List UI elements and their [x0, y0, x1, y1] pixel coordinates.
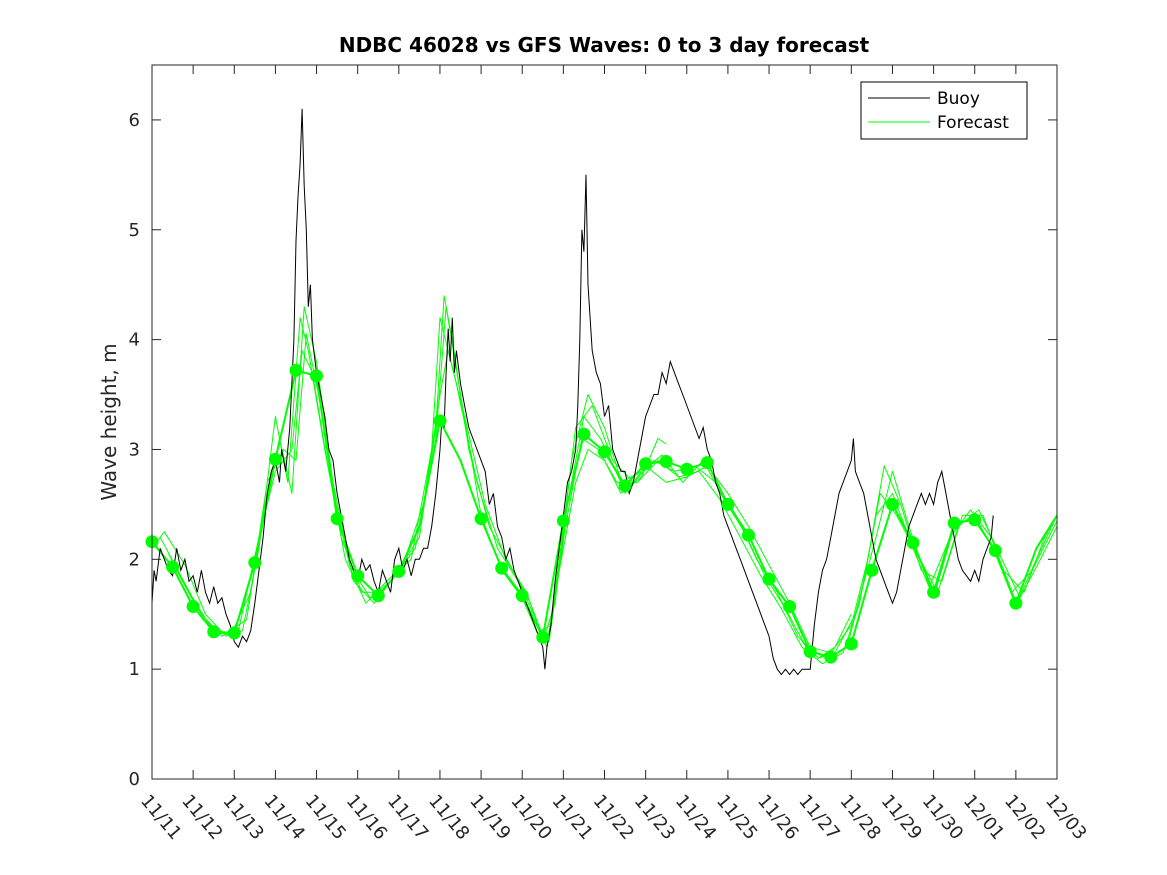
x-tick-label: 11/18 — [424, 791, 473, 844]
forecast-marker-8 — [310, 369, 323, 383]
plot-area — [152, 65, 1057, 779]
x-tick-label: 11/22 — [589, 791, 638, 844]
forecast-marker-33 — [865, 563, 879, 577]
forecast-marker-14 — [474, 512, 488, 526]
forecast-marker-35 — [906, 536, 920, 550]
forecast-marker-37 — [947, 516, 961, 530]
x-tick-label: 11/28 — [835, 791, 884, 844]
forecast-marker-6 — [268, 452, 282, 466]
legend: Buoy Forecast — [860, 81, 1028, 140]
forecast-marker-16 — [515, 589, 529, 603]
x-tick-label: 12/01 — [959, 791, 1008, 844]
forecast-marker-26 — [721, 497, 735, 511]
x-tick-label: 11/29 — [877, 791, 926, 844]
buoy-line — [151, 108, 994, 676]
x-tick-label: 11/17 — [383, 791, 432, 844]
y-tick-label: 4 — [129, 330, 140, 351]
forecast-marker-10 — [351, 569, 365, 583]
forecast-marker-19 — [577, 427, 591, 441]
forecast-marker-12 — [392, 564, 406, 578]
x-tick-label: 11/26 — [753, 791, 802, 844]
forecast-marker-39 — [988, 544, 1002, 557]
forecast-marker-17 — [536, 630, 550, 644]
x-tick-label: 11/19 — [465, 791, 514, 844]
x-tick-label: 11/16 — [342, 791, 391, 844]
chart-title: NDBC 46028 vs GFS Waves: 0 to 3 day fore… — [339, 33, 870, 57]
x-tick-label: 11/14 — [260, 791, 309, 844]
x-tick-label: 11/23 — [630, 791, 679, 844]
forecast-marker-34 — [886, 497, 899, 511]
x-tick-label: 11/11 — [136, 791, 185, 844]
forecast-marker-9 — [330, 512, 344, 526]
forecast-marker-21 — [618, 479, 632, 493]
x-tick-label: 11/30 — [918, 791, 967, 844]
forecast-marker-25 — [700, 456, 714, 470]
y-tick-label: 3 — [129, 439, 140, 460]
y-tick-label: 1 — [129, 659, 140, 680]
forecast-marker-23 — [659, 455, 673, 468]
legend-box — [860, 81, 1028, 140]
forecast-marker-38 — [968, 513, 982, 527]
forecast-marker-7 — [289, 363, 303, 377]
forecast-marker-28 — [762, 572, 776, 586]
x-tick-label: 12/03 — [1041, 791, 1090, 844]
x-tick-label: 11/12 — [177, 791, 226, 844]
forecast-marker-29 — [783, 600, 797, 613]
forecast-marker-4 — [227, 626, 241, 640]
forecast-marker-3 — [207, 625, 221, 639]
y-tick-label: 5 — [129, 220, 140, 241]
x-tick-label: 11/25 — [712, 791, 761, 844]
forecast-marker-36 — [927, 585, 941, 599]
forecast-marker-1 — [166, 560, 180, 574]
forecast-line-3 — [168, 333, 1058, 659]
x-tick-label: 11/27 — [794, 791, 843, 844]
forecast-marker-31 — [824, 650, 838, 664]
x-tick-label: 11/24 — [671, 791, 720, 844]
forecast-marker-30 — [803, 645, 817, 659]
y-axis-label: Wave height, m — [97, 343, 121, 500]
legend-forecast-label: Forecast — [937, 113, 1009, 133]
forecast-marker-27 — [742, 528, 755, 542]
y-tick-label: 0 — [129, 769, 140, 790]
series-layer — [145, 108, 1058, 676]
y-tick-label: 6 — [129, 110, 140, 131]
forecast-marker-40 — [1009, 596, 1023, 610]
forecast-marker-20 — [598, 445, 611, 459]
forecast-line-2 — [159, 295, 1058, 654]
forecast-marker-11 — [371, 589, 385, 603]
x-tick-label: 11/20 — [506, 791, 555, 844]
forecast-marker-32 — [844, 637, 858, 651]
legend-buoy-label: Buoy — [937, 89, 980, 109]
forecast-marker-24 — [680, 462, 694, 476]
x-tick-label: 11/13 — [218, 791, 267, 844]
y-tick-label: 2 — [129, 549, 140, 570]
forecast-marker-15 — [495, 561, 509, 575]
x-tick-label: 11/15 — [301, 791, 350, 844]
forecast-marker-5 — [248, 556, 262, 570]
x-tick-label: 11/21 — [548, 791, 597, 844]
forecast-marker-2 — [186, 600, 200, 613]
forecast-marker-22 — [639, 457, 653, 471]
forecast-line-5 — [558, 438, 667, 571]
forecast-marker-13 — [433, 414, 447, 428]
forecast-marker-18 — [556, 514, 570, 528]
x-tick-label: 12/02 — [1000, 791, 1049, 844]
